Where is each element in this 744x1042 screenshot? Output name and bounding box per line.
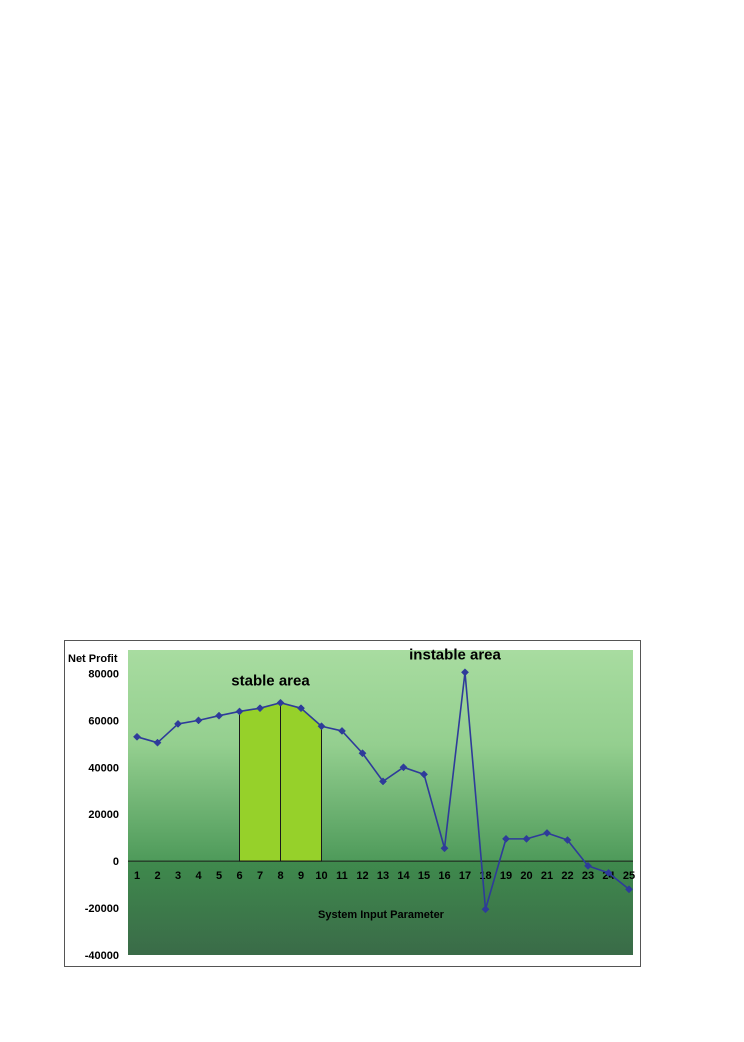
y-tick-label: 80000 [88, 668, 119, 680]
data-point [420, 770, 428, 779]
data-point [502, 834, 510, 843]
x-tick-label: 22 [561, 870, 573, 882]
x-tick-label: 5 [216, 870, 222, 882]
data-point [153, 738, 162, 747]
x-tick-label: 23 [582, 870, 594, 882]
x-tick-label: 13 [377, 870, 389, 882]
x-tick-label: 1 [134, 870, 140, 882]
data-point [399, 763, 408, 772]
annotation-label: stable area [231, 673, 310, 690]
data-point [297, 704, 305, 713]
y-tick-label: 0 [113, 856, 119, 868]
annotations: stable area instable area [231, 647, 501, 690]
data-point [133, 732, 141, 741]
data-point [379, 777, 387, 786]
x-tick-label: 16 [438, 870, 450, 882]
data-point [174, 719, 182, 728]
x-tick-label: 12 [356, 870, 368, 882]
data-point [481, 905, 490, 914]
data-point [215, 711, 223, 720]
data-point [317, 722, 326, 731]
data-point [338, 726, 346, 735]
y-tick-label: -40000 [85, 950, 119, 962]
x-tick-label: 6 [236, 870, 242, 882]
y-tick-label: 20000 [88, 809, 119, 821]
plot-area-negative [128, 861, 633, 955]
x-tick-label: 10 [315, 870, 327, 882]
x-tick-label: 11 [336, 870, 348, 882]
plot-area-positive [128, 650, 633, 862]
data-point [543, 829, 551, 837]
series-net-profit [133, 668, 633, 914]
x-axis-ticks: 1234567891011121314151617181920212223242… [134, 870, 635, 882]
x-tick-label: 3 [175, 870, 181, 882]
data-point [358, 749, 367, 758]
data-point [256, 704, 264, 713]
x-tick-label: 19 [500, 870, 512, 882]
x-axis-title: System Input Parameter [318, 909, 445, 921]
x-tick-label: 15 [418, 870, 430, 882]
data-point [625, 885, 633, 894]
data-point [563, 836, 572, 844]
x-tick-label: 7 [257, 870, 263, 882]
x-tick-label: 14 [397, 870, 410, 882]
x-tick-label: 25 [623, 870, 635, 882]
y-tick-label: 60000 [88, 715, 119, 727]
x-tick-label: 8 [277, 870, 283, 882]
x-tick-label: 4 [195, 870, 202, 882]
x-tick-label: 17 [459, 870, 471, 882]
y-tick-label: 40000 [88, 762, 119, 774]
annotation-label: instable area [409, 647, 501, 664]
data-point [522, 834, 531, 843]
y-tick-label: -20000 [85, 903, 119, 915]
data-point [584, 861, 592, 870]
data-point [604, 868, 613, 877]
x-tick-label: 21 [541, 870, 553, 882]
data-point [276, 698, 285, 707]
data-point [235, 707, 244, 716]
data-point [461, 668, 469, 677]
x-tick-label: 20 [520, 870, 532, 882]
y-axis-ticks: 80000 60000 40000 20000 0 -20000 -40000 [85, 668, 119, 962]
stable-area-highlight [239, 702, 322, 862]
data-point [440, 844, 449, 853]
data-point [194, 716, 203, 725]
y-axis-title: Net Profit [68, 653, 118, 665]
x-tick-label: 9 [298, 870, 304, 882]
x-tick-label: 2 [154, 870, 160, 882]
x-tick-label: 18 [479, 870, 491, 882]
